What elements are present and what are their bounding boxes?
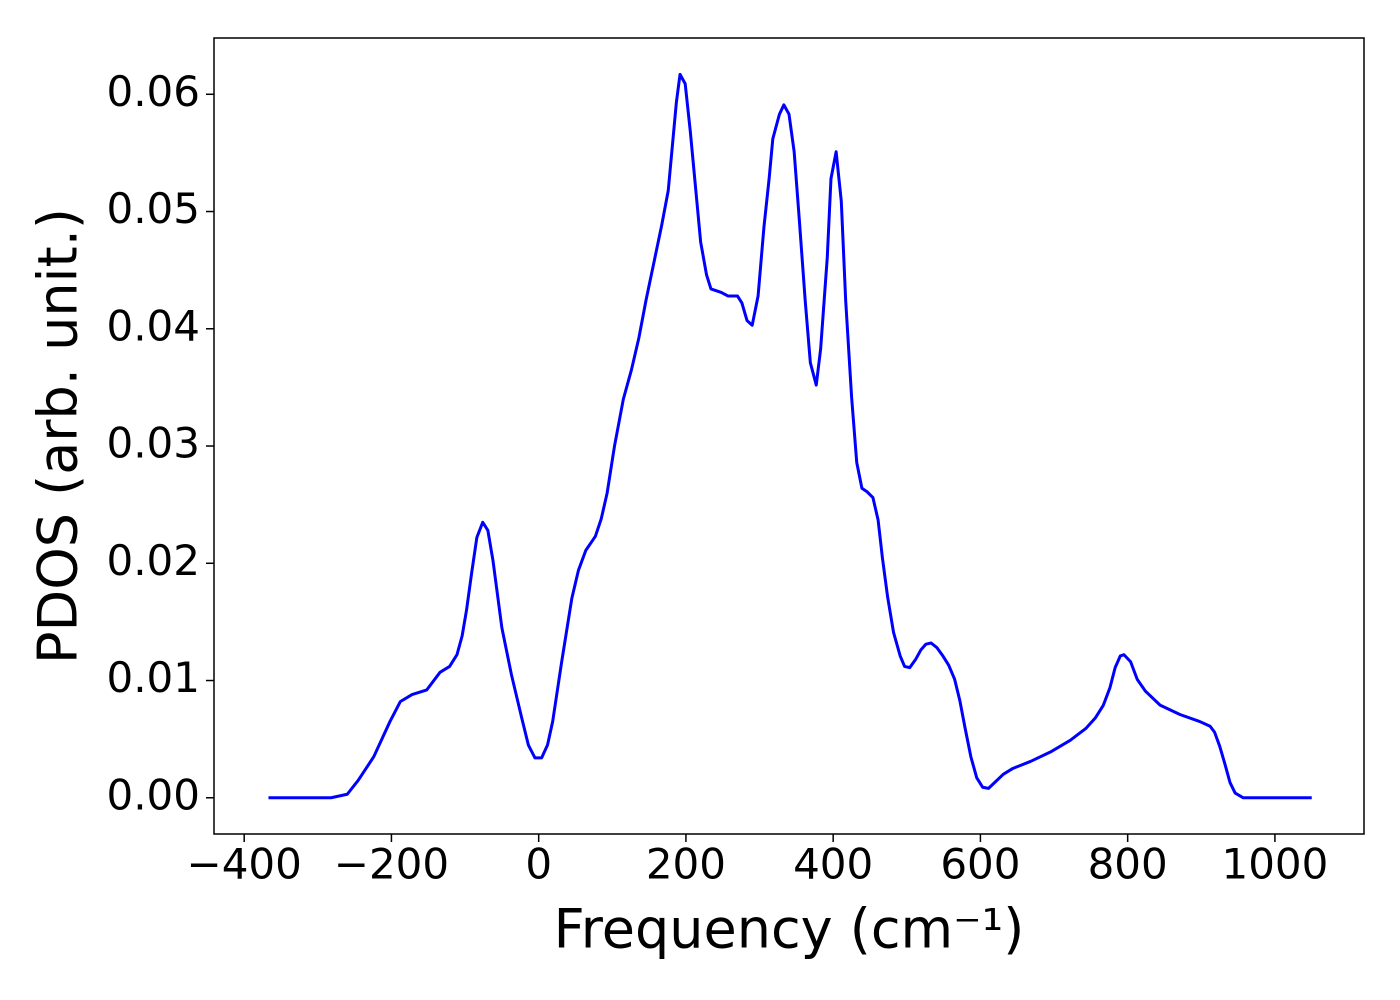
x-tick-label: 800 xyxy=(1088,840,1168,889)
y-tick-label: 0.03 xyxy=(106,419,200,468)
y-tick-label: 0.02 xyxy=(106,536,200,585)
x-tick-label: 200 xyxy=(646,840,726,889)
y-tick-label: 0.06 xyxy=(106,67,200,116)
x-tick-label: −200 xyxy=(334,840,449,889)
y-axis-label: PDOS (arb. unit.) xyxy=(27,208,90,664)
y-tick-label: 0.05 xyxy=(106,184,200,233)
x-tick-label: −400 xyxy=(187,840,302,889)
x-tick-label: 0 xyxy=(525,840,552,889)
plot-frame xyxy=(213,37,1365,835)
y-tick-label: 0.00 xyxy=(106,770,200,819)
y-tick-label: 0.04 xyxy=(106,301,200,350)
x-tick-label: 1000 xyxy=(1221,840,1328,889)
x-axis-label: Frequency (cm⁻¹) xyxy=(554,898,1025,961)
data-line xyxy=(268,72,1312,800)
x-tick-label: 600 xyxy=(940,840,1020,889)
x-tick-label: 400 xyxy=(793,840,873,889)
y-tick-label: 0.01 xyxy=(106,653,200,702)
